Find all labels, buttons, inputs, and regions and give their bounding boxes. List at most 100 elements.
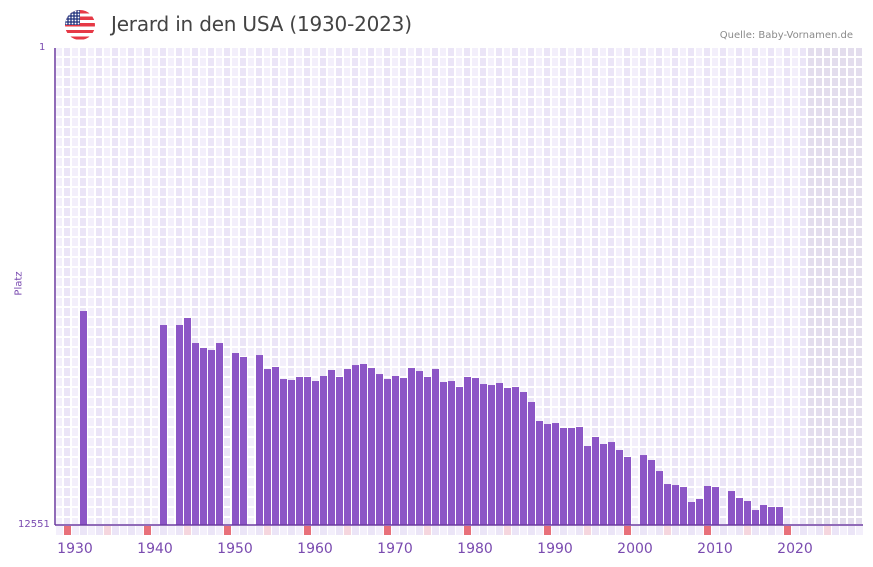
year-marker [728, 526, 735, 535]
year-marker [648, 526, 655, 535]
year-marker [128, 526, 135, 535]
year-marker [288, 526, 295, 535]
bar-1944 [184, 318, 191, 525]
bar-2018 [776, 507, 783, 525]
bar-1983 [496, 383, 503, 525]
bar-1987 [528, 402, 535, 525]
year-marker [384, 526, 391, 535]
bar-1986 [520, 392, 527, 525]
year-marker [712, 526, 719, 535]
bar-1957 [288, 379, 295, 525]
bar-1959 [304, 376, 311, 525]
bar-1991 [560, 428, 567, 525]
year-marker [784, 526, 791, 535]
bar-1972 [408, 368, 415, 525]
bar-1941 [160, 325, 167, 525]
bar-2016 [760, 505, 767, 525]
x-tick-1980: 1980 [457, 541, 493, 557]
year-marker [376, 526, 383, 535]
year-marker [248, 526, 255, 535]
year-marker [752, 526, 759, 535]
bar-1975 [432, 369, 439, 525]
year-marker [448, 526, 455, 535]
year-marker [368, 526, 375, 535]
bar-2009 [704, 486, 711, 525]
bar-1989 [544, 424, 551, 525]
year-marker [680, 526, 687, 535]
year-marker [608, 526, 615, 535]
bar-1984 [504, 388, 511, 525]
bar-1994 [584, 446, 591, 525]
year-marker [344, 526, 351, 535]
year-marker [464, 526, 471, 535]
year-marker [400, 526, 407, 535]
bar-1988 [536, 421, 543, 525]
bar-1950 [232, 353, 239, 525]
bar-1976 [440, 382, 447, 525]
year-marker [496, 526, 503, 535]
bar-1981 [480, 384, 487, 525]
year-marker [352, 526, 359, 535]
year-marker [640, 526, 647, 535]
bar-2008 [696, 499, 703, 525]
bar-1973 [416, 371, 423, 525]
bar-1945 [192, 343, 199, 525]
year-marker [696, 526, 703, 535]
year-marker [736, 526, 743, 535]
year-marker [568, 526, 575, 535]
year-marker [168, 526, 175, 535]
year-marker [408, 526, 415, 535]
bar-1960 [312, 381, 319, 525]
year-marker [592, 526, 599, 535]
bar-1966 [360, 363, 367, 525]
bar-1974 [424, 376, 431, 525]
year-marker [768, 526, 775, 535]
bar-1969 [384, 379, 391, 525]
year-marker [488, 526, 495, 535]
bar-1993 [576, 427, 583, 525]
year-marker [280, 526, 287, 535]
year-marker [672, 526, 679, 535]
year-marker [304, 526, 311, 535]
year-marker [456, 526, 463, 535]
x-tick-1940: 1940 [137, 541, 173, 557]
bar-1965 [352, 365, 359, 525]
bar-1978 [456, 387, 463, 525]
bar-1946 [200, 347, 207, 525]
bar-1964 [344, 369, 351, 525]
year-marker [336, 526, 343, 535]
year-marker [808, 526, 815, 535]
year-marker [256, 526, 263, 535]
year-marker [200, 526, 207, 535]
year-marker [480, 526, 487, 535]
bar-2005 [672, 485, 679, 525]
year-marker [152, 526, 159, 535]
year-marker [832, 526, 839, 535]
year-marker [800, 526, 807, 535]
bar-2017 [768, 507, 775, 525]
bar-1962 [328, 370, 335, 525]
bar-2007 [688, 502, 695, 525]
bar-1997 [608, 442, 615, 525]
bar-1979 [464, 376, 471, 525]
bar-1953 [256, 355, 263, 525]
year-marker [232, 526, 239, 535]
year-marker [296, 526, 303, 535]
bar-2010 [712, 487, 719, 525]
bar-1971 [400, 378, 407, 525]
bar-1995 [592, 437, 599, 525]
bar-2015 [752, 510, 759, 525]
bar-1980 [472, 378, 479, 525]
bar-1977 [448, 381, 455, 525]
year-marker [216, 526, 223, 535]
bar-1956 [280, 379, 287, 525]
bar-1970 [392, 376, 399, 525]
year-marker [544, 526, 551, 535]
year-marker [64, 526, 71, 535]
bar-2004 [664, 484, 671, 525]
year-marker [240, 526, 247, 535]
year-marker [720, 526, 727, 535]
bar-1943 [176, 325, 183, 525]
year-marker [184, 526, 191, 535]
